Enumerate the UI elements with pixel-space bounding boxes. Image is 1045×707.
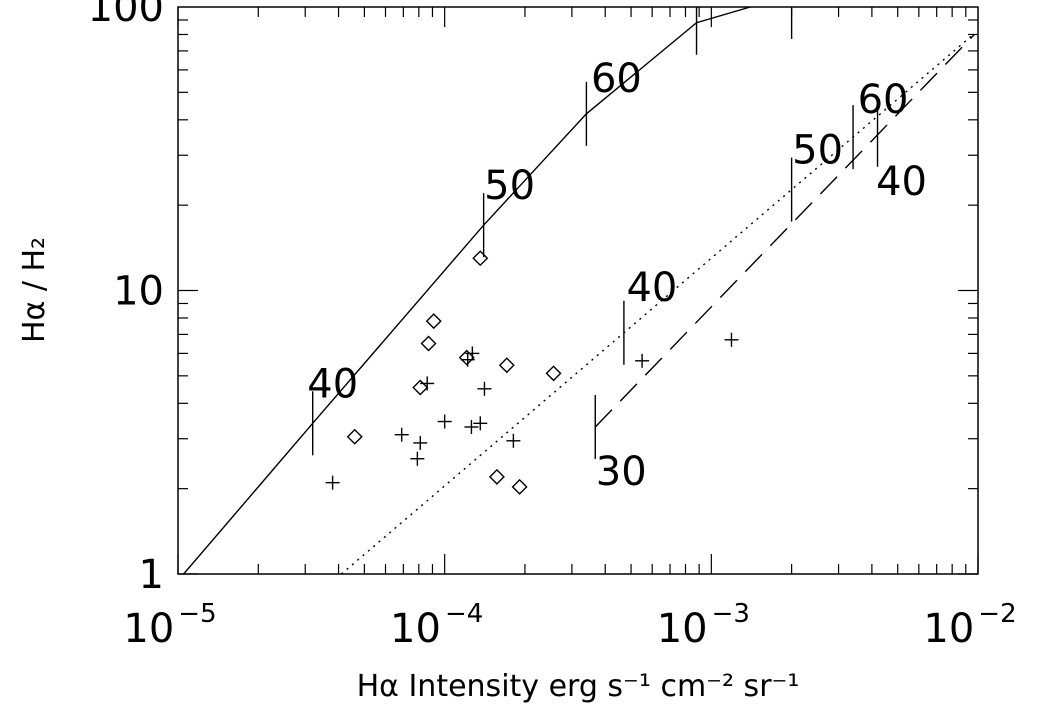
series-marker-label: 40: [626, 265, 677, 311]
y-tick-label: 1: [139, 552, 164, 598]
data-point-plus: [325, 475, 340, 490]
series-marker-label: 50: [484, 163, 535, 209]
data-point-plus: [394, 427, 409, 442]
data-point-plus: [635, 353, 650, 368]
data-point-diamond: [346, 428, 363, 445]
points-layer: [325, 250, 739, 495]
series-layer: [183, 7, 975, 574]
data-point-diamond: [412, 379, 429, 396]
series-marker-label: 30: [596, 449, 647, 495]
labels-layer: 40 50 60 40 50 60 30 40: [307, 56, 927, 495]
data-point-plus: [464, 420, 479, 435]
data-point-diamond: [498, 357, 515, 374]
y-tick-label: 100: [88, 0, 164, 31]
data-point-diamond: [420, 335, 437, 352]
x-tick-label: 10 −4: [390, 599, 483, 652]
data-point-diamond: [545, 365, 562, 382]
series-line-dashed: [594, 33, 975, 428]
data-point-diamond: [425, 313, 442, 330]
series-marker-label: 60: [858, 77, 909, 123]
ticks: 10 −5 10 −4 10 −3 10 −2 1 10 100: [88, 0, 1017, 652]
series-marker-label: 40: [307, 361, 358, 407]
data-point-plus: [473, 416, 488, 431]
x-tick-label: 10 −2: [923, 599, 1016, 652]
data-point-plus: [506, 433, 521, 448]
data-point-diamond: [488, 468, 505, 485]
data-point-plus: [724, 332, 739, 347]
y-axis-label: Hα / H₂: [17, 237, 52, 343]
data-point-diamond: [458, 349, 475, 366]
series-line-solid: [183, 7, 751, 574]
series-marker-label: 60: [591, 56, 642, 102]
x-tick-label: 10 −3: [657, 599, 750, 652]
data-point-plus: [477, 381, 492, 396]
x-axis-label: Hα Intensity erg s⁻¹ cm⁻² sr⁻¹: [357, 669, 800, 704]
series-marker-label: 50: [792, 128, 843, 174]
data-point-plus: [437, 414, 452, 429]
data-point-plus: [413, 435, 428, 450]
series-marker-label: 40: [876, 159, 927, 205]
data-point-plus: [410, 451, 425, 466]
x-tick-label: 10 −5: [123, 599, 216, 652]
y-tick-label: 10: [113, 269, 164, 315]
data-point-diamond: [472, 250, 489, 267]
data-point-diamond: [511, 478, 528, 495]
